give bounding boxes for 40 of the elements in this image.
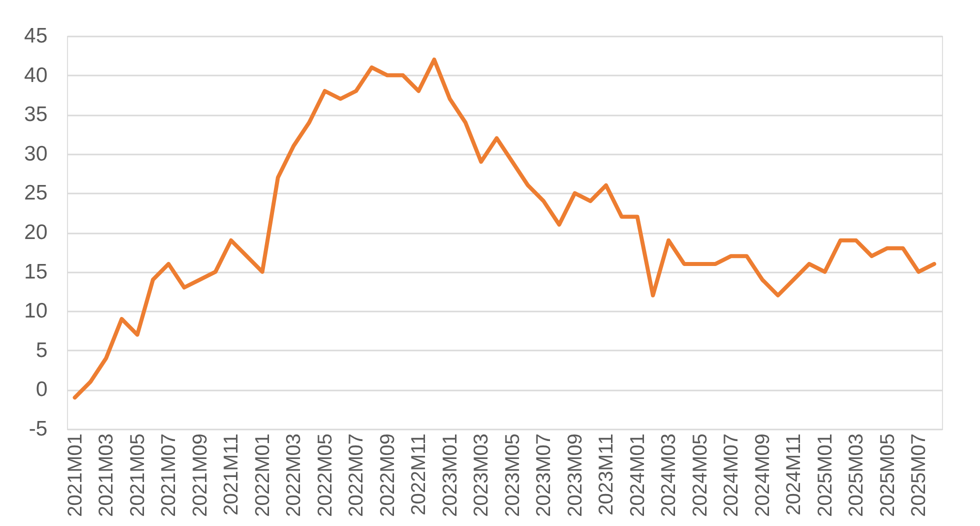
- x-tick-label: 2024M05: [689, 434, 712, 517]
- x-tick-label: 2022M09: [376, 434, 399, 517]
- x-tick-label: 2024M11: [783, 434, 806, 516]
- x-tick-label: 2023M03: [470, 434, 493, 517]
- y-tick-label: 45: [24, 24, 48, 48]
- y-tick-label: 25: [24, 182, 48, 205]
- x-tick-label: 2025M01: [814, 434, 836, 517]
- x-tick-label: 2024M09: [752, 434, 774, 517]
- x-tick-label: 2022M01: [252, 434, 274, 517]
- y-tick-label: 10: [24, 300, 48, 323]
- x-tick-label: 2024M01: [626, 434, 649, 517]
- x-tick-label: 2025M03: [846, 434, 868, 517]
- x-tick-label: 2021M09: [189, 434, 212, 517]
- x-tick-label: 2021M11: [220, 434, 243, 516]
- y-tick-label: 40: [24, 64, 48, 87]
- line-series: [72, 58, 936, 400]
- x-tick-label: 2025M05: [876, 434, 899, 517]
- x-tick-label: 2025M07: [908, 434, 930, 517]
- x-tick-label: 2022M03: [283, 434, 306, 517]
- x-tick-label: 2024M07: [720, 434, 743, 517]
- x-tick-label: 2022M05: [314, 434, 336, 517]
- x-tick-label: 2022M07: [346, 434, 368, 517]
- x-tick-label: 2021M03: [96, 434, 118, 517]
- x-tick-label: 2023M07: [533, 434, 556, 517]
- y-tick-label: 35: [24, 103, 48, 126]
- x-tick-label: 2023M05: [502, 434, 524, 517]
- x-tick-label: 2023M01: [439, 434, 462, 517]
- y-tick-label: -5: [28, 418, 48, 440]
- x-tick-label: 2022M11: [408, 434, 430, 516]
- y-tick-label: 30: [24, 142, 48, 166]
- x-tick-label: 2023M11: [596, 434, 618, 516]
- x-tick-label: 2021M05: [126, 434, 149, 517]
- y-tick-label: 0: [36, 378, 48, 402]
- x-tick-label: 2024M03: [658, 434, 680, 517]
- x-tick-label: 2023M09: [564, 434, 586, 517]
- y-tick-label: 5: [36, 338, 48, 362]
- x-tick-label: 2021M01: [64, 434, 86, 517]
- y-tick-label: 20: [24, 221, 48, 244]
- x-tick-label: 2021M07: [158, 434, 180, 517]
- y-tick-label: 15: [24, 260, 48, 284]
